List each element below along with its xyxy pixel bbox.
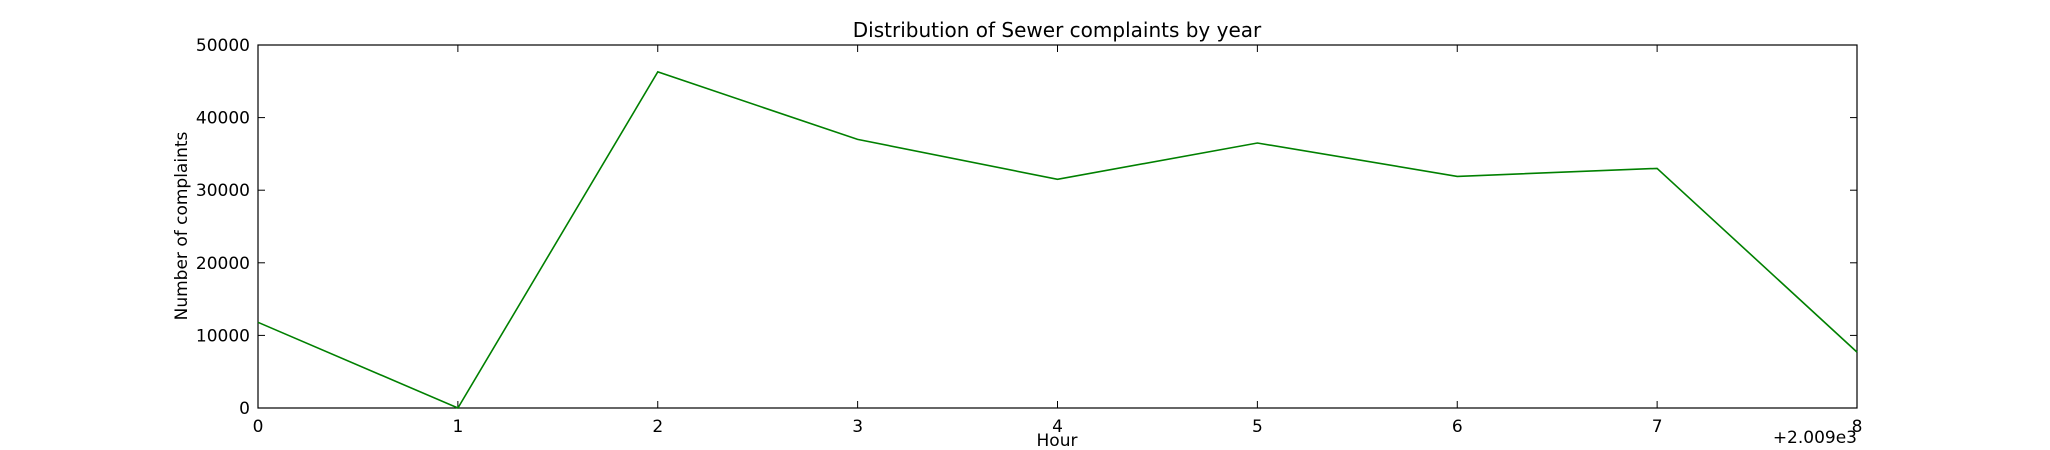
plot-area-frame xyxy=(257,44,1858,409)
x-tick-label: 4 xyxy=(1052,417,1063,437)
x-tick-label: 7 xyxy=(1652,417,1663,437)
x-axis: 0 1 2 3 4 5 6 7 8 xyxy=(253,45,1863,437)
y-tick-label: 0 xyxy=(239,399,250,419)
y-axis: 0 10000 20000 30000 40000 50000 xyxy=(196,36,1857,419)
chart-title: Distribution of Sewer complaints by year xyxy=(853,18,1262,42)
x-tick-label: 6 xyxy=(1452,417,1463,437)
y-axis-label: Number of complaints xyxy=(172,131,192,320)
y-tick-label: 20000 xyxy=(196,254,250,274)
x-offset-label: +2.009e3 xyxy=(1773,428,1857,448)
x-axis-label: Hour xyxy=(1037,431,1078,450)
y-tick-label: 50000 xyxy=(196,36,250,56)
y-tick-label: 40000 xyxy=(196,109,250,129)
x-tick-label: 2 xyxy=(652,417,663,437)
x-tick-label: 1 xyxy=(452,417,463,437)
series-line xyxy=(257,70,1858,410)
x-tick-label: 3 xyxy=(852,417,863,437)
x-tick-label: 5 xyxy=(1252,417,1263,437)
x-tick-label: 0 xyxy=(253,417,264,437)
series-layer xyxy=(257,70,1858,410)
y-tick-label: 30000 xyxy=(196,181,250,201)
x-tick-label: 8 xyxy=(1852,417,1863,437)
y-tick-label: 10000 xyxy=(196,326,250,346)
